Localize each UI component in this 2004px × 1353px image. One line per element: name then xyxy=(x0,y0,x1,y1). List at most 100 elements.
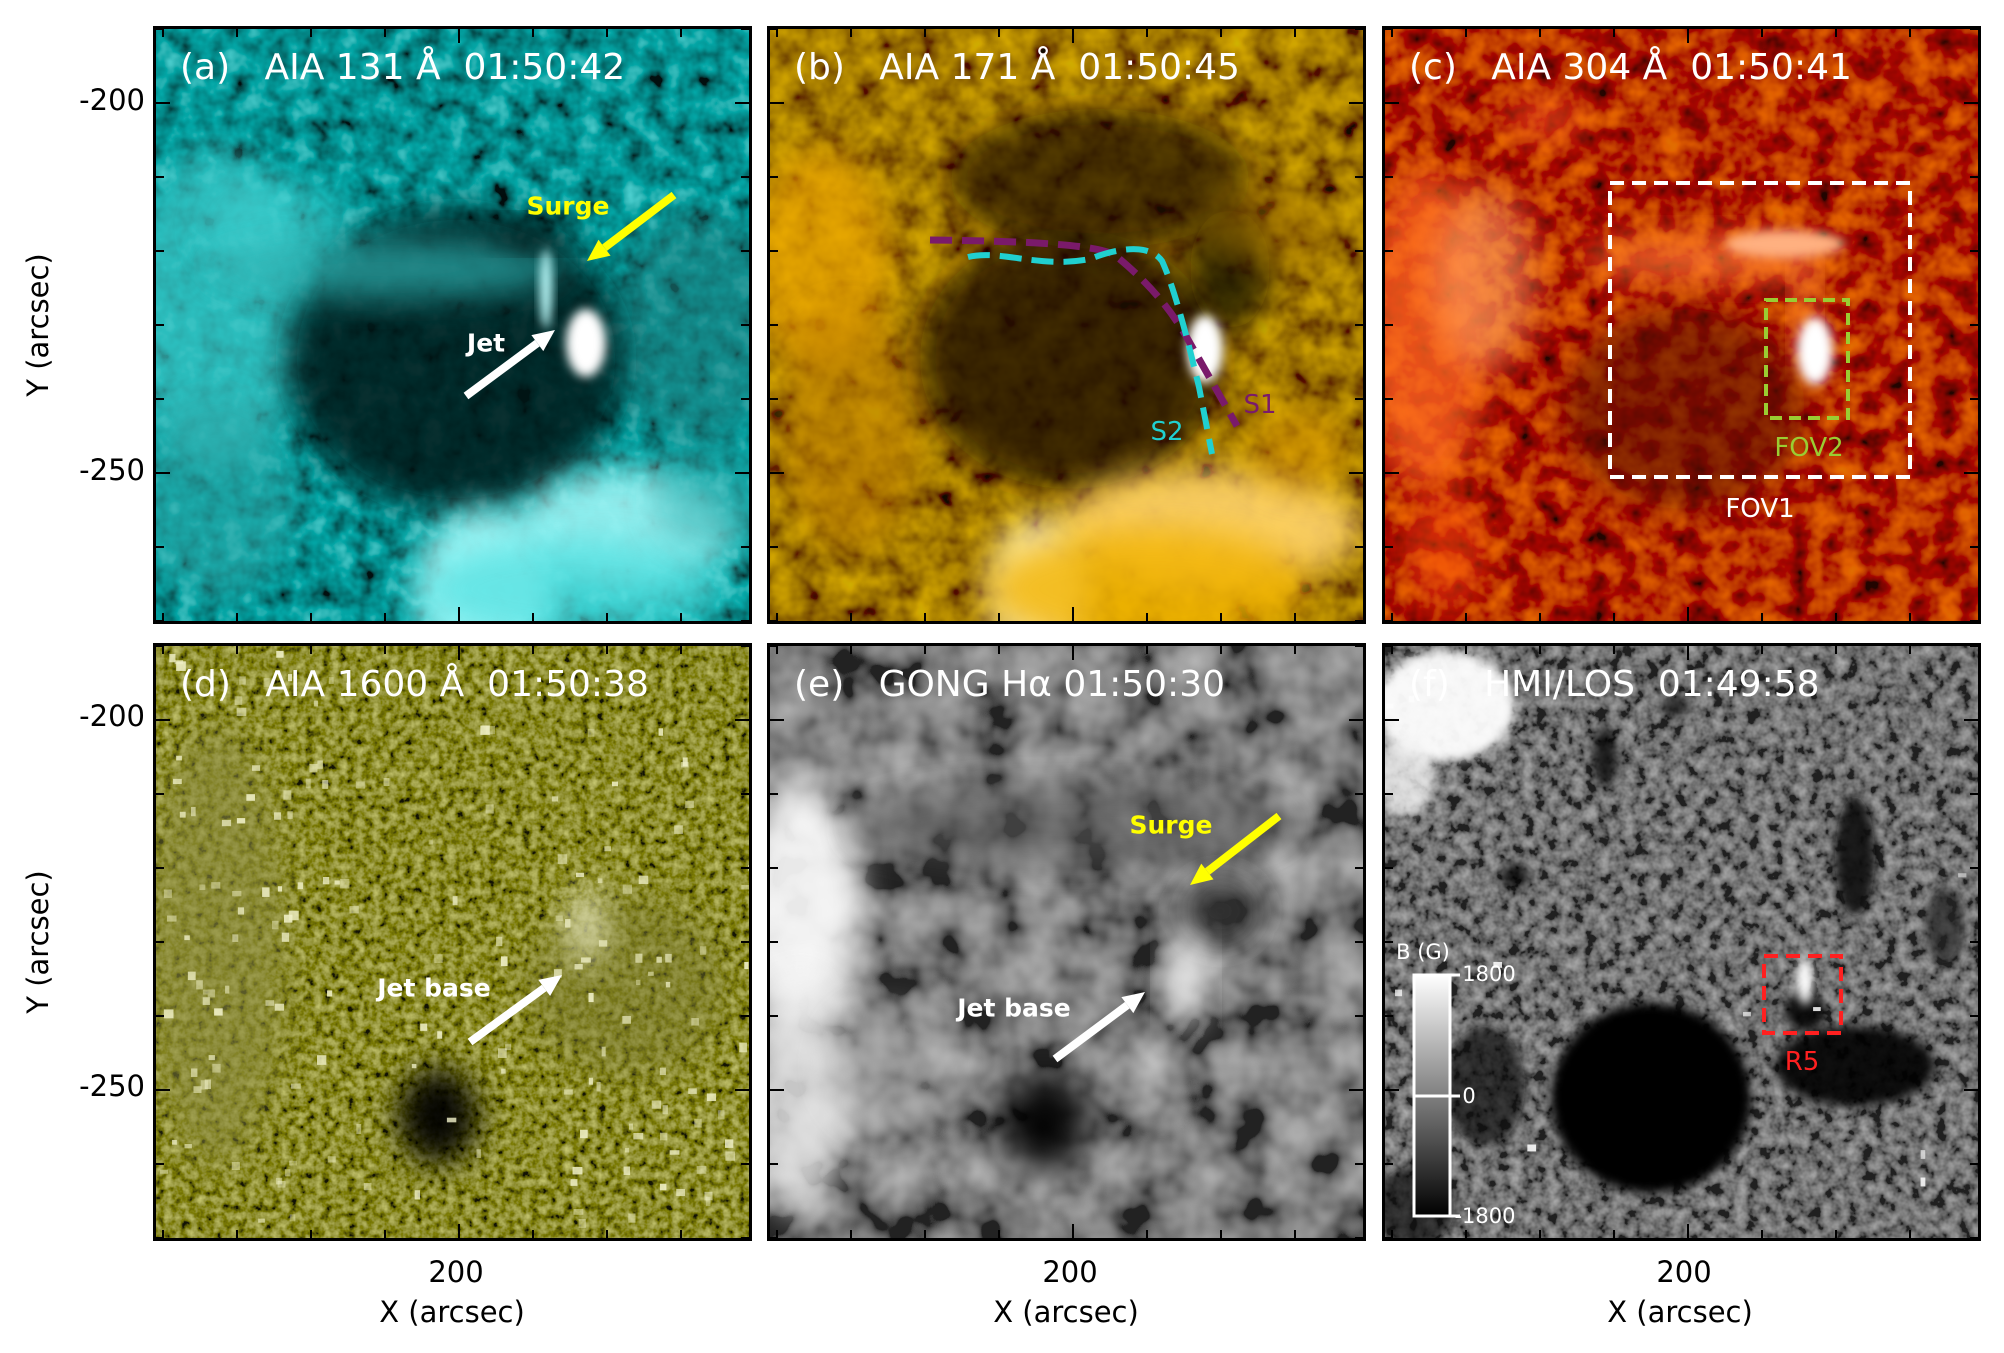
bright-point xyxy=(680,761,689,768)
bright-point xyxy=(163,1009,174,1019)
feature-region xyxy=(830,1006,950,1126)
s1-label: S1 xyxy=(1243,390,1277,420)
feature-region xyxy=(1005,1074,1085,1170)
feature-region xyxy=(1835,796,1875,916)
bright-point xyxy=(573,1209,584,1215)
bright-point xyxy=(500,956,508,967)
feature-region xyxy=(156,399,296,599)
feature-region xyxy=(1168,931,1204,1031)
bright-point xyxy=(214,1008,223,1016)
bright-point xyxy=(172,1139,177,1145)
bright-point xyxy=(271,920,279,930)
bright-point xyxy=(497,1048,507,1058)
feature-region xyxy=(656,449,749,549)
feature-region xyxy=(920,229,1220,489)
bright-point xyxy=(624,1147,630,1153)
bright-point xyxy=(588,992,594,1003)
bright-point xyxy=(202,997,210,1005)
feature-region xyxy=(1501,864,1529,888)
bright-point xyxy=(739,1042,747,1053)
bright-point xyxy=(437,1031,443,1039)
bright-point xyxy=(1920,1150,1926,1159)
jet-arrow-shaft xyxy=(1052,1001,1130,1063)
bright-point xyxy=(202,989,208,995)
bright-point xyxy=(628,1213,636,1223)
feature-region xyxy=(156,726,286,1166)
bright-point xyxy=(234,696,243,706)
panel-b-image xyxy=(770,29,1363,621)
bright-point xyxy=(236,707,247,716)
bright-point xyxy=(446,1117,457,1123)
bright-point xyxy=(570,1179,578,1186)
surge-arrow-shaft xyxy=(602,191,677,251)
bright-point xyxy=(622,1015,631,1024)
bright-point xyxy=(659,1067,666,1076)
bright-point xyxy=(283,914,293,923)
bright-point xyxy=(434,954,443,963)
bright-point xyxy=(211,882,221,889)
bright-point xyxy=(160,1169,169,1174)
bright-kernel xyxy=(540,249,552,329)
bright-point xyxy=(317,1055,327,1065)
feature-region xyxy=(426,539,726,621)
panel-e-image xyxy=(770,646,1363,1238)
bright-point xyxy=(239,676,246,685)
bright-point xyxy=(199,884,206,891)
bright-point xyxy=(575,872,585,878)
bright-point xyxy=(1395,989,1403,997)
feature-region xyxy=(1445,1026,1525,1146)
bright-point xyxy=(725,1151,736,1161)
bright-point xyxy=(636,979,641,986)
bright-point xyxy=(340,878,350,889)
bright-point xyxy=(309,763,318,773)
feature-region xyxy=(566,886,606,966)
bright-point xyxy=(190,806,196,817)
feature-region xyxy=(770,786,860,1026)
surge-label: Surge xyxy=(1129,810,1213,840)
panel-e-gong-halpha: (e) GONG Hα 01:50:30 Surge Jet base xyxy=(767,643,1366,1241)
bright-point xyxy=(1743,1012,1751,1017)
bright-point xyxy=(699,946,707,955)
bright-point xyxy=(555,915,563,922)
bright-point xyxy=(1920,1177,1926,1187)
x-axis-label: X (arcsec) xyxy=(1607,1295,1753,1329)
feature-region xyxy=(780,309,920,549)
bright-point xyxy=(685,800,694,808)
bright-point xyxy=(166,915,177,922)
bright-point xyxy=(705,1196,711,1207)
r5-label: R5 xyxy=(1784,1047,1820,1077)
bright-point xyxy=(263,678,270,687)
bright-point xyxy=(551,796,559,802)
bright-point xyxy=(706,1093,717,1102)
bright-point xyxy=(741,884,749,890)
bright-point xyxy=(258,1218,265,1223)
bright-point xyxy=(704,1191,713,1201)
ytick-label: -250 xyxy=(79,1069,145,1103)
bright-point xyxy=(237,907,245,915)
bright-point xyxy=(232,934,239,942)
bright-point xyxy=(635,953,643,963)
feature-region xyxy=(1385,736,1435,816)
bright-point xyxy=(345,682,350,691)
bright-point xyxy=(236,818,246,824)
feature-region xyxy=(850,786,1290,866)
bright-point xyxy=(622,884,633,894)
bright-point xyxy=(596,1081,601,1092)
bright-point xyxy=(564,1089,573,1095)
bright-point xyxy=(656,956,662,963)
feature-region xyxy=(1405,489,1485,609)
bright-point xyxy=(274,1003,285,1011)
feature-region xyxy=(1385,651,1515,761)
feature-region xyxy=(398,1068,478,1164)
bright-point xyxy=(674,825,683,834)
bright-point xyxy=(601,1046,606,1057)
panel-f-hmi-los: (f) HMI/LOS 01:49:58 B (G) 1800 0 -1800 … xyxy=(1382,643,1981,1241)
bright-point xyxy=(383,777,390,787)
jet-arrow-shaft xyxy=(463,339,540,400)
surge-arrow-shaft xyxy=(1204,812,1282,875)
fov1-box xyxy=(1608,181,1912,479)
bright-point xyxy=(414,1190,421,1200)
bright-point xyxy=(597,878,603,884)
bright-point xyxy=(322,876,330,885)
panel-b-aia171: (b) AIA 171 Å 01:50:45 S1 S2 xyxy=(767,26,1366,624)
